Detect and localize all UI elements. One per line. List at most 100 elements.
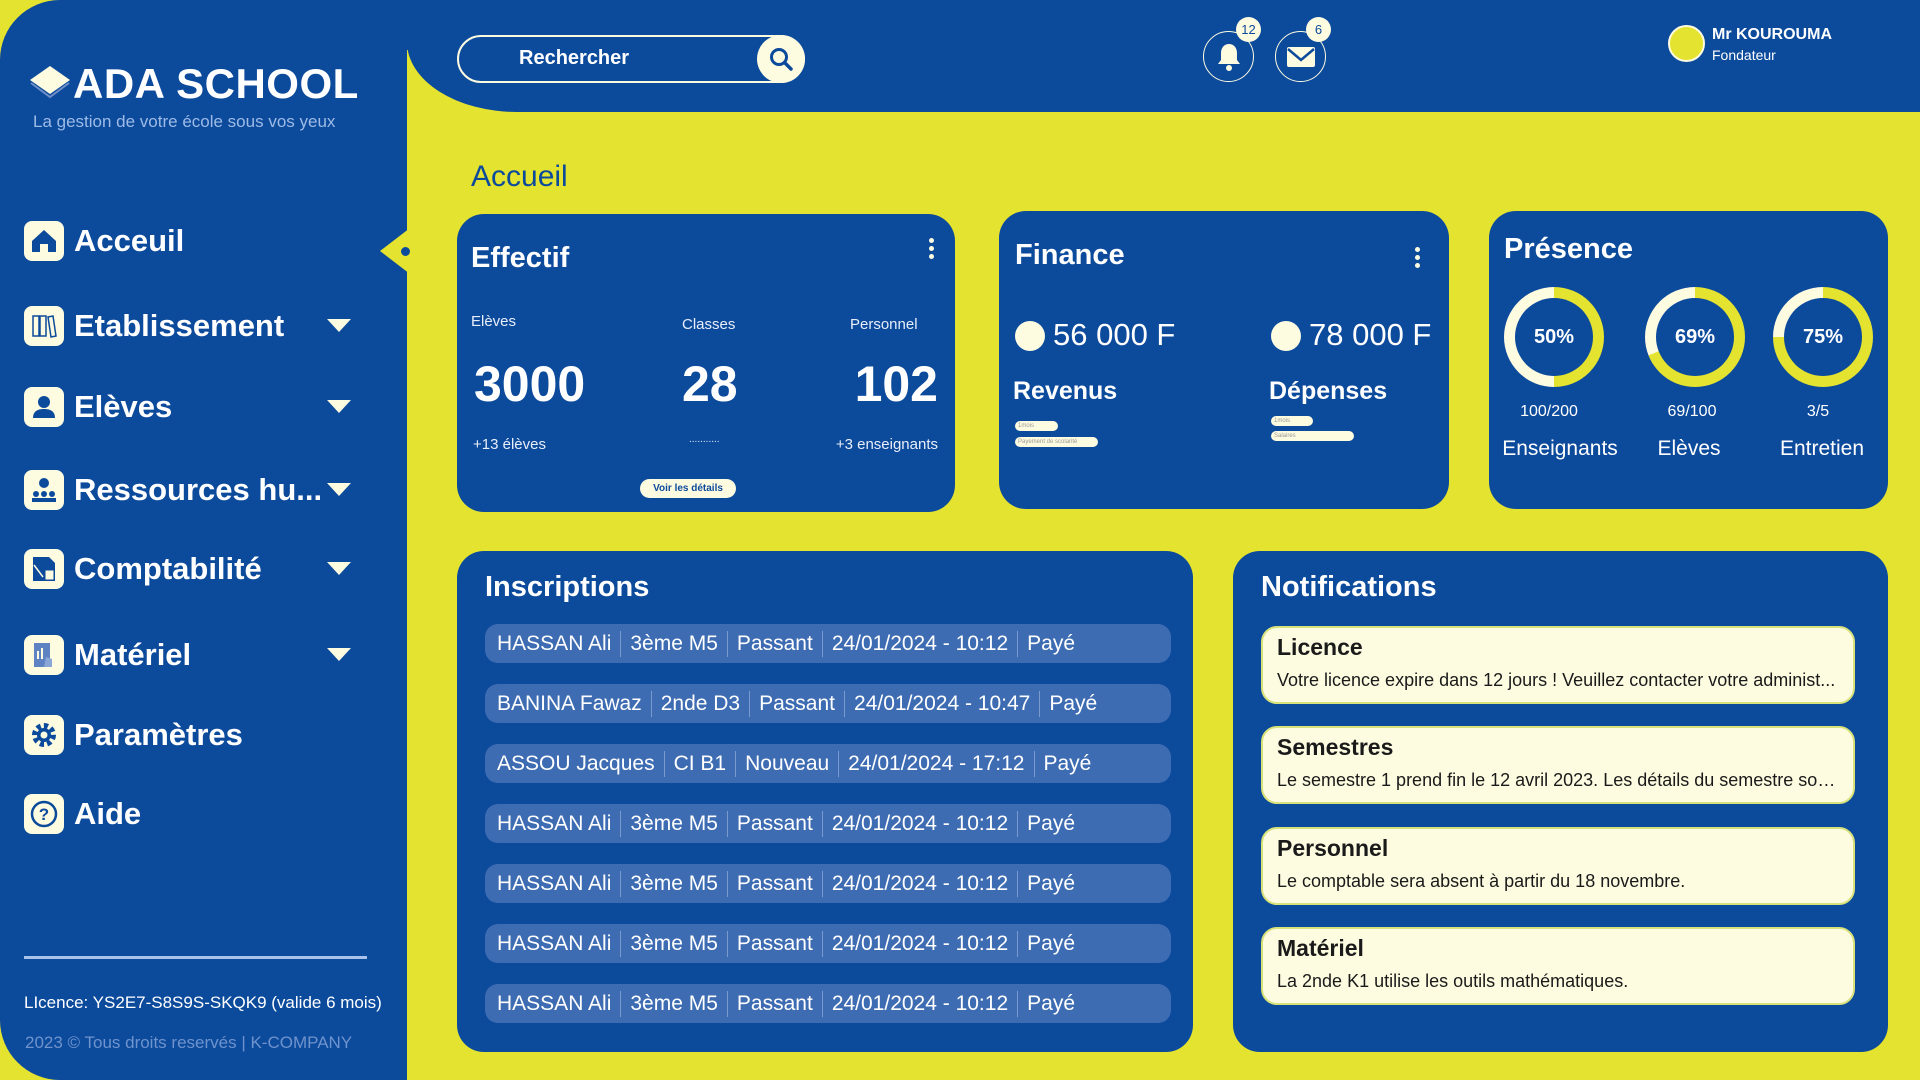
notifications-badge: 12 — [1236, 17, 1261, 42]
expense-label: Dépenses — [1269, 377, 1388, 405]
row-cell: Payé — [1039, 690, 1106, 717]
avatar[interactable] — [1668, 25, 1705, 62]
revenue-dot-icon — [1015, 321, 1045, 351]
card-title: Notifications — [1261, 571, 1437, 603]
chevron-down-icon[interactable] — [327, 562, 351, 575]
chevron-down-icon[interactable] — [327, 483, 351, 496]
search-input[interactable] — [519, 47, 739, 70]
table-row[interactable]: BANINA Fawaz 2nde D3 Passant 24/01/2024 - 1… — [485, 684, 1171, 723]
presence-percent: 69% — [1656, 298, 1734, 376]
row-cell: HASSAN Ali — [497, 871, 612, 895]
expense-pill[interactable]: Salaires — [1271, 431, 1354, 441]
user-icon — [24, 387, 64, 427]
equipment-icon — [24, 635, 64, 675]
notifications-button[interactable] — [1203, 31, 1254, 82]
messages-badge: 6 — [1306, 17, 1331, 42]
row-cell: Passant — [726, 630, 822, 657]
row-cell: 24/01/2024 - 10:12 — [821, 930, 1017, 957]
sidebar-item-label: Elèves — [74, 389, 173, 424]
accounting-icon — [24, 549, 64, 589]
notification-item[interactable]: Matériel La 2nde K1 utilise les outils ma… — [1261, 927, 1855, 1005]
app-title: ADA SCHOOL — [73, 60, 359, 107]
table-row[interactable]: HASSAN Ali 3ème M5 Passant 24/01/2024 - 10:… — [485, 864, 1171, 903]
licence-info: LIcence: YS2E7-S8S9S-SKQK9 (valide 6 moi… — [24, 993, 382, 1012]
presence-label: Enseignants — [1502, 437, 1618, 460]
notification-body: Le comptable sera absent à partir du 18 … — [1277, 871, 1686, 891]
team-icon — [24, 470, 64, 510]
more-options-icon[interactable] — [928, 238, 934, 259]
page-title: Accueil — [471, 160, 568, 193]
row-cell: HASSAN Ali — [497, 991, 612, 1015]
view-details-button[interactable]: Voir les détails — [640, 479, 736, 498]
table-row[interactable]: HASSAN Ali 3ème M5 Passant 24/01/2024 - 10:… — [485, 624, 1171, 663]
sidebar-item-label: Matériel — [74, 637, 192, 672]
notification-title: Personnel — [1277, 835, 1389, 861]
sidebar-item-acceuil[interactable]: Acceuil — [24, 219, 364, 263]
card-title: Présence — [1504, 233, 1633, 265]
sidebar-item-label: Aide — [74, 796, 142, 831]
notification-title: Licence — [1277, 634, 1363, 660]
more-options-icon[interactable] — [1414, 247, 1420, 268]
row-cell: 2nde D3 — [650, 690, 749, 717]
search-icon — [770, 48, 793, 71]
sidebar-item-etablissement[interactable]: Etablissement — [24, 304, 364, 348]
row-cell: 24/01/2024 - 10:12 — [821, 990, 1017, 1017]
revenue-amount: 56 000 F — [1053, 317, 1176, 352]
presence-fraction: 3/5 — [1806, 403, 1830, 420]
row-cell: BANINA Fawaz — [497, 691, 642, 715]
row-cell: Passant — [726, 810, 822, 837]
card-title: Finance — [1015, 239, 1125, 271]
revenue-pill[interactable]: 1mois — [1015, 421, 1058, 431]
notification-body: La 2nde K1 utilise les outils mathématiq… — [1277, 971, 1629, 991]
sidebar-item-comptabilité[interactable]: Comptabilité — [24, 547, 364, 591]
row-cell: Payé — [1017, 810, 1084, 837]
expense-dot-icon — [1271, 321, 1301, 351]
row-cell: 3ème M5 — [620, 990, 727, 1017]
table-row[interactable]: ASSOU Jacques CI B1 Nouveau 24/01/2024 - 17… — [485, 744, 1171, 783]
table-row[interactable]: HASSAN Ali 3ème M5 Passant 24/01/2024 - 10:… — [485, 804, 1171, 843]
messages-button[interactable] — [1275, 31, 1326, 82]
sidebar-item-aide[interactable]: ? Aide — [24, 792, 364, 836]
expense-pill[interactable]: 1mois — [1271, 416, 1313, 426]
stat-label: Classes — [682, 316, 736, 333]
row-cell: Payé — [1017, 930, 1084, 957]
notification-item[interactable]: Licence Votre licence expire dans 12 jour… — [1261, 626, 1855, 704]
sidebar-item-elèves[interactable]: Elèves — [24, 385, 364, 429]
svg-text:?: ? — [39, 805, 49, 824]
stat-delta: +13 élèves — [473, 436, 546, 453]
sidebar-item-paramètres[interactable]: Paramètres — [24, 713, 364, 757]
presence-card: Présence 50% 100/200 Enseignants 69% 69/1… — [1489, 211, 1888, 509]
stat-value: 102 — [854, 356, 938, 412]
copyright: 2023 © Tous droits reservés | K-COMPANY — [25, 1033, 353, 1052]
stat-label: Elèves — [471, 313, 517, 330]
presence-ring: 75% — [1773, 287, 1873, 387]
home-icon — [24, 221, 64, 261]
notifications-card: Notifications Licence Votre licence expir… — [1233, 551, 1888, 1052]
row-cell: Passant — [726, 870, 822, 897]
table-row[interactable]: HASSAN Ali 3ème M5 Passant 24/01/2024 - 10:… — [485, 984, 1171, 1023]
help-icon: ? — [24, 794, 64, 834]
row-cell: 3ème M5 — [620, 810, 727, 837]
sidebar-item-matériel[interactable]: Matériel — [24, 633, 364, 677]
gear-icon — [24, 715, 64, 755]
effectif-card: Effectif Elèves Classes Personnel 3000 2… — [457, 214, 955, 512]
presence-ring: 69% — [1645, 287, 1745, 387]
sidebar-item-ressources-hu[interactable]: Ressources hu... — [24, 468, 364, 512]
row-cell: HASSAN Ali — [497, 631, 612, 655]
notification-item[interactable]: Semestres Le semestre 1 prend fin le 12 a… — [1261, 726, 1855, 804]
search-button[interactable] — [757, 35, 805, 83]
notification-title: Matériel — [1277, 935, 1364, 961]
expense-amount: 78 000 F — [1309, 317, 1432, 352]
table-row[interactable]: HASSAN Ali 3ème M5 Passant 24/01/2024 - 10:… — [485, 924, 1171, 963]
chevron-down-icon[interactable] — [327, 648, 351, 661]
presence-label: Entretien — [1779, 437, 1865, 460]
notification-item[interactable]: Personnel Le comptable sera absent à part… — [1261, 827, 1855, 905]
presence-ring: 50% — [1504, 287, 1604, 387]
finance-card: Finance 56 000 F 78 000 F Revenus Dépens… — [999, 211, 1449, 509]
chevron-down-icon[interactable] — [327, 319, 351, 332]
presence-percent: 50% — [1515, 298, 1593, 376]
notification-body: Le semestre 1 prend fin le 12 avril 2023… — [1277, 770, 1839, 790]
revenue-pill[interactable]: Payement de scolarité — [1015, 437, 1098, 447]
chevron-down-icon[interactable] — [327, 400, 351, 413]
stat-value: 28 — [682, 356, 738, 412]
